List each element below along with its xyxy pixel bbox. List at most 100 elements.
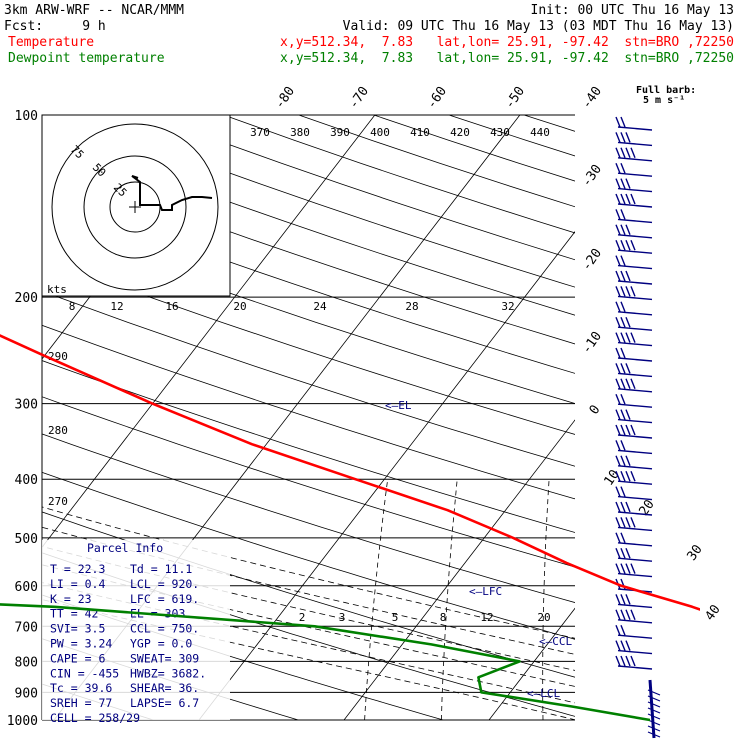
mixing-ratio-label: 8 [440,611,447,624]
theta-label: 380 [290,126,310,139]
wind-barb-shaft [617,141,653,147]
parcel-info-left: LI = 0.4 [50,577,105,591]
wind-barb-flag [615,116,621,128]
wind-barb-flag [615,393,621,405]
wind-barb-flag [630,563,636,574]
dry-adiabat-line [42,324,575,500]
parcel-info-box [42,540,230,720]
wind-barb-flag [630,147,636,159]
wind-barb-flag [620,470,626,482]
wind-barb-shaft [617,280,653,285]
pressure-label: 400 [15,473,38,488]
wind-barb-flag [620,547,626,559]
mixing-ratio-line [718,479,731,720]
wind-barb-flag [620,301,626,313]
dewpoint-trace [0,603,651,722]
theta-label: 410 [410,126,430,139]
wind-barb-flag [620,655,626,667]
parcel-info-right: HWBZ= 3682. [130,666,206,680]
isotherm-labels: -80 -70 -60 -50 -40 -30 -20 -10 0 10 20 30 40 [272,84,724,624]
wind-barb-flag [625,563,631,574]
wind-barb-flag [615,640,621,651]
wind-barb-shaft [617,157,653,162]
dry-adiabat-label: 280 [48,424,68,437]
wind-barb-flag [630,609,636,621]
mixing-ratio-line [364,479,389,720]
dry-adiabat-line [42,192,575,374]
isotherm-line [634,115,740,720]
pressure-label: 500 [15,532,38,547]
wind-barb-flag [620,624,626,636]
parcel-info-right: SWEAT= 309 [130,651,199,665]
wind-barb-flag [625,470,631,482]
parcel-info-right: SHEAR= 36. [130,681,199,695]
theta-label: 420 [450,126,470,139]
wind-barb-shaft [617,218,653,224]
wind-barb-flag [615,563,621,574]
pressure-label: 800 [15,655,38,670]
isotherm-label-right: 40 [702,602,723,623]
barb-legend: Full barb: 5 m s⁻¹ [636,85,696,106]
theta-label: 430 [490,126,510,139]
wind-barb-shaft [617,249,653,254]
wind-barb-shaft [617,434,653,439]
wind-barb-flag [625,517,631,528]
moist-adiabat-line [42,582,575,704]
mixing-ratio-label: 12 [480,611,493,624]
dewpoint-label: Dewpoint temperature [8,51,165,66]
mixing-ratio-label: 20 [537,611,550,624]
wind-barb-flag [615,255,621,266]
parcel-info-right: YGP = 0.0 [130,637,192,651]
wind-barb-flag [615,532,621,544]
wind-barb-flag [615,470,621,482]
parcel-info-right: CCL = 750. [130,622,199,636]
wind-barb-shaft [617,634,653,639]
wind-barb-low [647,719,661,726]
wind-barb-flag [620,424,626,436]
wind-barb-flag [625,501,631,513]
header: 3km ARW-WRF -- NCAR/MMM Init: 00 UTC Thu… [4,3,734,66]
wind-barb-shaft [617,295,653,301]
dry-adiabat-line [599,115,740,720]
mixing-ratio-label: 3 [339,611,346,624]
dry-adiabat-line [42,290,575,467]
wind-barb-flag [620,193,626,205]
lfc-annotation: <–LFC [469,585,502,598]
isotherm-line [42,115,376,548]
wind-barb-flag [615,409,621,420]
wind-barb-shaft [617,187,653,193]
wind-barb-flag [630,239,636,251]
wind-barb-flag [630,517,636,528]
wind-barb-flag [615,193,621,205]
isotherm-label-right: -10 [579,329,605,357]
theta-labels: 370 380 390 400 410 420 430 440 [250,126,550,139]
pressure-label: 900 [15,686,38,701]
dry-adiabat-line [42,396,575,568]
parcel-info-left: CAPE = 6 [50,651,105,665]
isotherm-line [488,607,575,720]
temperature-label: Temperature [8,35,94,50]
dry-adiabat-label: 270 [48,495,68,508]
hodograph-speed-labels: 8 12 16 20 24 28 32 [69,300,515,313]
wind-barb-flag [615,517,621,528]
parcel-info-panel: Parcel Info T = 22.3 Td = 11.1 LI = 0.4 LCL… [42,540,230,725]
pressure-label: 300 [15,398,38,413]
wind-barb-shaft [617,388,653,393]
wind-barb-low [647,701,661,708]
wind-barb-flag [625,270,631,282]
wind-barb-flag [620,440,626,451]
wind-barb-flag [630,286,636,297]
dry-adiabat-line [223,115,575,234]
isotherm-label-top: -50 [502,84,528,112]
wind-barb-flag [625,193,631,205]
speed-axis-label: 8 [69,300,76,313]
wind-barb-flag [620,132,626,143]
wind-barb-low [647,713,661,720]
wind-barb-flag [620,393,626,405]
isotherm-label-right: 0 [587,402,604,417]
speed-axis-label: 12 [110,300,123,313]
forecast-hour: Fcst: 9 h [4,19,106,34]
wind-barb-shaft [617,203,653,208]
